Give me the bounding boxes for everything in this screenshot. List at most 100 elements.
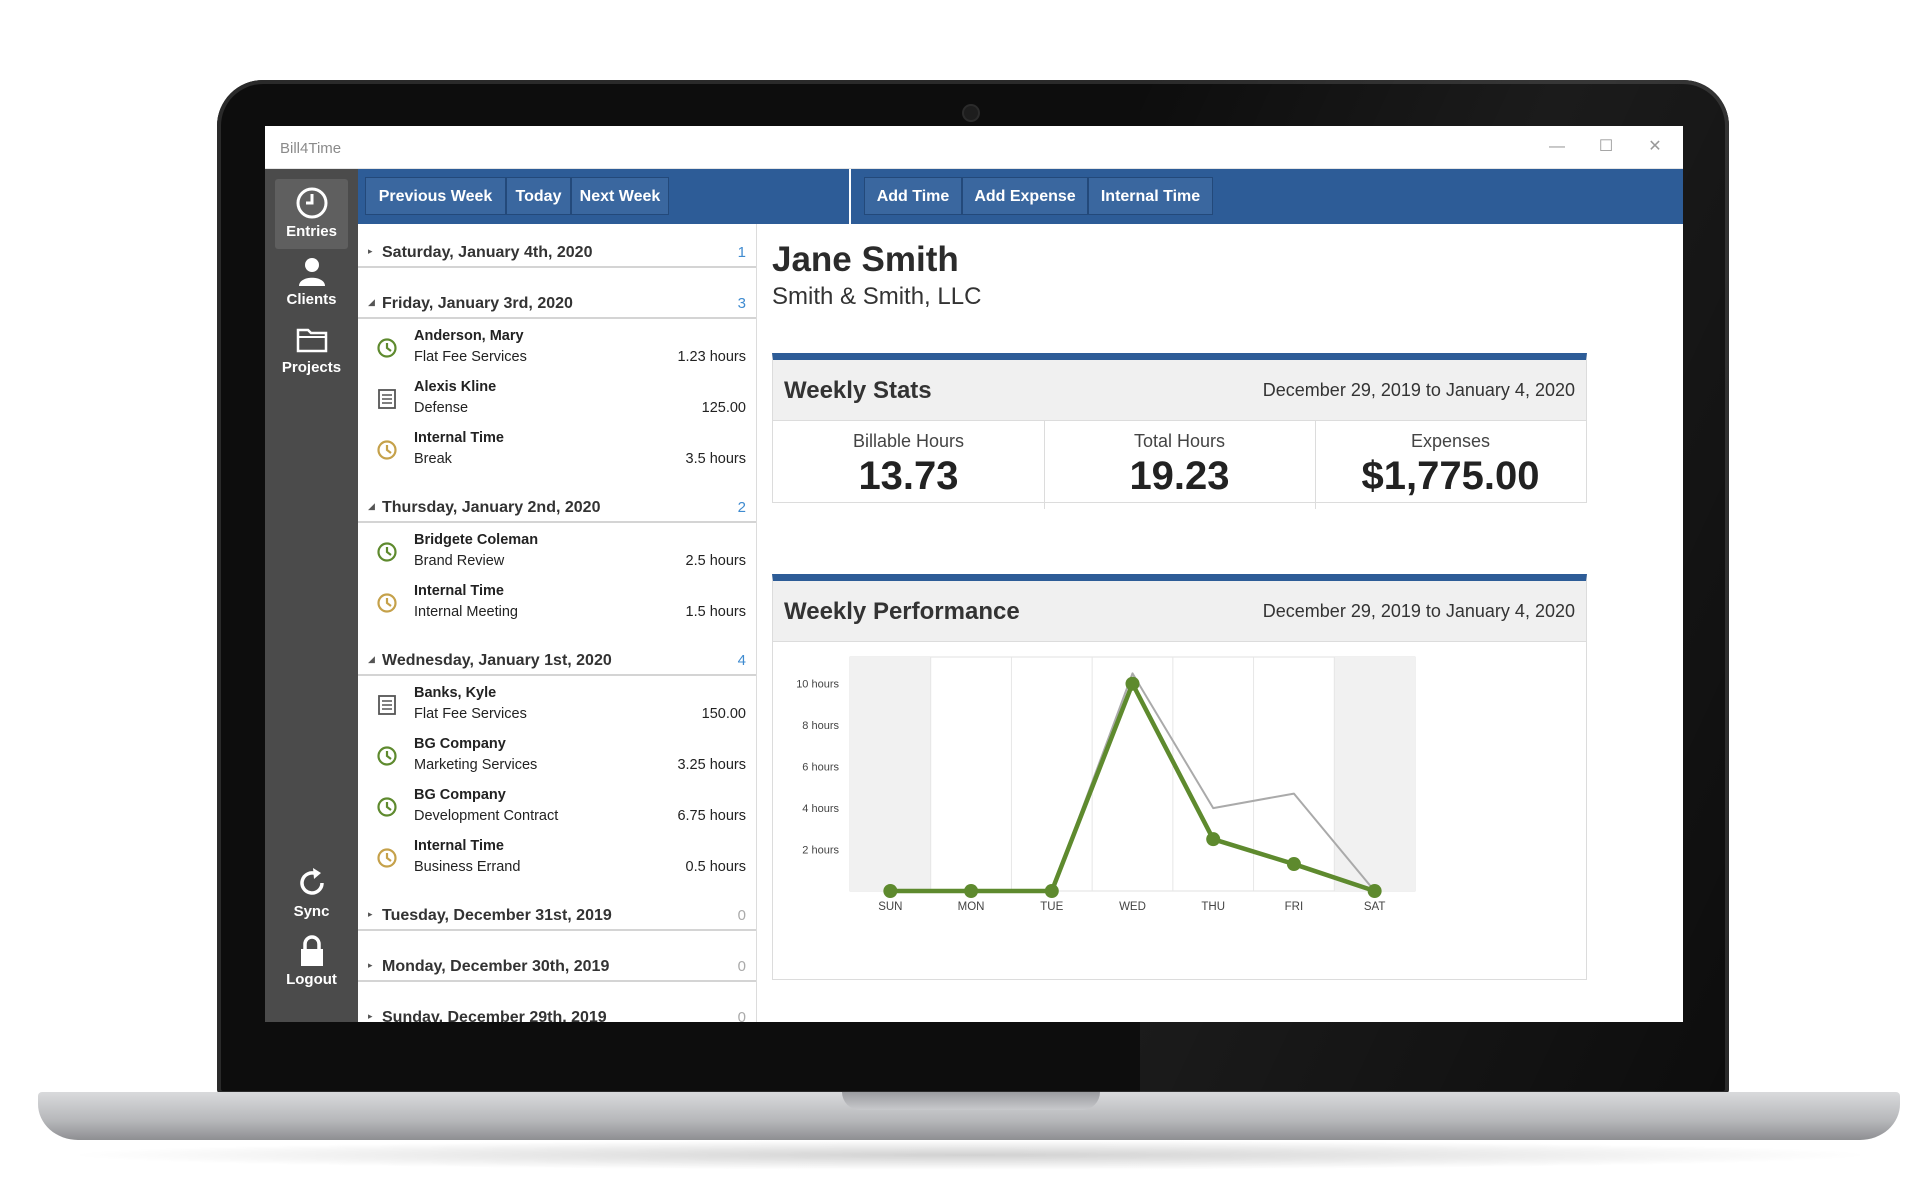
sidebar-item-entries[interactable]: Entries [275, 179, 348, 249]
add-time-button[interactable]: Add Time [864, 177, 962, 215]
clock-icon [296, 187, 327, 219]
sidebar-item-label: Sync [293, 903, 330, 920]
x-tick-label: SAT [1364, 901, 1386, 913]
sidebar-item-logout[interactable]: Logout [275, 927, 348, 997]
clock-icon [377, 746, 397, 766]
receipt-icon [378, 695, 396, 715]
entry-value: 2.5 hours [685, 553, 746, 569]
today-button[interactable]: Today [506, 177, 571, 215]
entry-description: Development Contract [414, 808, 559, 824]
weekly-performance-chart: 2 hours 4 hours 6 hours 8 hours 10 hours SUN M… [773, 642, 1586, 983]
sidebar-item-sync[interactable]: Sync [275, 859, 348, 929]
entry-value: 6.75 hours [677, 808, 746, 824]
entry-value: 125.00 [701, 400, 746, 416]
entry-client: Internal Time [414, 430, 504, 446]
sync-icon [299, 868, 324, 895]
client-company: Smith & Smith, LLC [772, 283, 982, 310]
entry-item[interactable]: Internal Time Break 3.5 hours [358, 425, 756, 475]
expanded-arrow-icon: ◢ [368, 654, 375, 664]
day-header[interactable]: ▸ Saturday, January 4th, 2020 1 [358, 238, 756, 268]
x-tick-label: MON [958, 901, 985, 913]
clock-icon [377, 848, 397, 868]
app-title: Bill4Time [280, 140, 342, 157]
data-point [1206, 832, 1221, 847]
internal-time-button[interactable]: Internal Time [1088, 177, 1213, 215]
line-chart: 2 hours 4 hours 6 hours 8 hours 10 hours SUN M… [796, 656, 1416, 913]
entry-client: Bridgete Coleman [414, 532, 539, 548]
billable-hours-stat: Billable Hours 13.73 [773, 421, 1045, 509]
y-tick-label: 6 hours [802, 762, 839, 774]
entry-item[interactable]: Internal Time Business Errand 0.5 hours [358, 833, 756, 883]
weekly-stats-title: Weekly Stats [784, 377, 932, 404]
weekly-stats-range: December 29, 2019 to January 4, 2020 [1262, 380, 1575, 400]
day-header[interactable]: ◢ Thursday, January 2nd, 2020 2 [358, 493, 756, 523]
previous-week-button[interactable]: Previous Week [365, 177, 506, 215]
entry-value: 0.5 hours [685, 859, 746, 875]
sidebar-item-label: Projects [281, 359, 342, 376]
day-entry-count: 4 [737, 652, 746, 669]
entry-description: Brand Review [414, 553, 505, 569]
weekend-shade [1334, 657, 1415, 891]
entry-item[interactable]: BG Company Development Contract 6.75 hours [358, 782, 756, 832]
day-header[interactable]: ◢ Friday, January 3rd, 2020 3 [358, 289, 756, 319]
entry-description: Marketing Services [414, 757, 538, 773]
entry-item[interactable]: Alexis Kline Defense 125.00 [358, 374, 756, 424]
laptop-shadow [60, 1140, 1880, 1170]
sidebar-item-projects[interactable]: Projects [275, 315, 348, 385]
title-bar: Bill4Time — ☐ ✕ [265, 126, 1683, 169]
stat-label: Expenses [1410, 431, 1491, 451]
lock-icon [300, 935, 323, 966]
collapsed-arrow-icon: ▸ [368, 960, 373, 970]
entry-client: BG Company [414, 787, 506, 803]
sidebar-item-clients[interactable]: Clients [275, 247, 348, 317]
collapsed-arrow-icon: ▸ [368, 909, 373, 919]
entry-item[interactable]: Bridgete Coleman Brand Review 2.5 hours [358, 527, 756, 577]
next-week-button[interactable]: Next Week [571, 177, 669, 215]
clock-icon [377, 593, 397, 613]
receipt-icon [378, 389, 396, 409]
entry-item[interactable]: BG Company Marketing Services 3.25 hours [358, 731, 756, 781]
minimize-button[interactable]: — [1549, 138, 1565, 155]
day-entry-count: 2 [737, 499, 746, 516]
client-name: Jane Smith [772, 240, 959, 279]
folder-icon [296, 328, 327, 353]
entry-description: Internal Meeting [414, 604, 518, 620]
entry-client: Banks, Kyle [414, 685, 497, 701]
main-panel: Jane Smith Smith & Smith, LLC Weekly Sta… [757, 224, 1683, 1022]
sidebar-item-label: Clients [286, 291, 337, 308]
weekly-performance-range: December 29, 2019 to January 4, 2020 [1262, 601, 1575, 621]
day-header[interactable]: ◢ Wednesday, January 1st, 2020 4 [358, 646, 756, 676]
maximize-button[interactable]: ☐ [1598, 138, 1614, 155]
y-tick-label: 2 hours [802, 845, 839, 857]
day-header[interactable]: ▸ Sunday, December 29th, 2019 0 [358, 1003, 756, 1022]
entry-item[interactable]: Banks, Kyle Flat Fee Services 150.00 [358, 680, 756, 730]
sidebar-item-label: Entries [286, 223, 337, 240]
entry-description: Flat Fee Services [414, 349, 527, 365]
day-header[interactable]: ▸ Monday, December 30th, 2019 0 [358, 952, 756, 982]
entry-item[interactable]: Anderson, Mary Flat Fee Services 1.23 hour… [358, 323, 756, 373]
data-point [1367, 884, 1382, 898]
clock-icon [377, 338, 397, 358]
add-expense-button[interactable]: Add Expense [962, 177, 1088, 215]
entry-value: 1.23 hours [677, 349, 746, 365]
entry-client: BG Company [414, 736, 506, 752]
day-label: Wednesday, January 1st, 2020 [382, 652, 612, 669]
stat-value: $1,775.00 [1361, 454, 1540, 498]
sidebar-item-label: Logout [286, 971, 337, 988]
entry-value: 3.5 hours [685, 451, 746, 467]
close-button[interactable]: ✕ [1648, 138, 1662, 155]
day-entry-count: 0 [737, 907, 746, 924]
app-window: Bill4Time — ☐ ✕ Entries Clients Projects [265, 126, 1683, 1022]
entry-description: Defense [414, 400, 469, 416]
y-tick-label: 8 hours [802, 720, 839, 732]
webcam [964, 106, 978, 120]
entry-client: Internal Time [414, 838, 504, 854]
laptop-notch [842, 1092, 1100, 1110]
stat-value: 19.23 [1129, 454, 1230, 498]
y-tick-label: 4 hours [802, 803, 839, 815]
day-header[interactable]: ▸ Tuesday, December 31st, 2019 0 [358, 901, 756, 931]
entry-item[interactable]: Internal Time Internal Meeting 1.5 hours [358, 578, 756, 628]
entry-value: 1.5 hours [685, 604, 746, 620]
entry-client: Alexis Kline [414, 379, 497, 395]
entry-client: Anderson, Mary [414, 328, 524, 344]
